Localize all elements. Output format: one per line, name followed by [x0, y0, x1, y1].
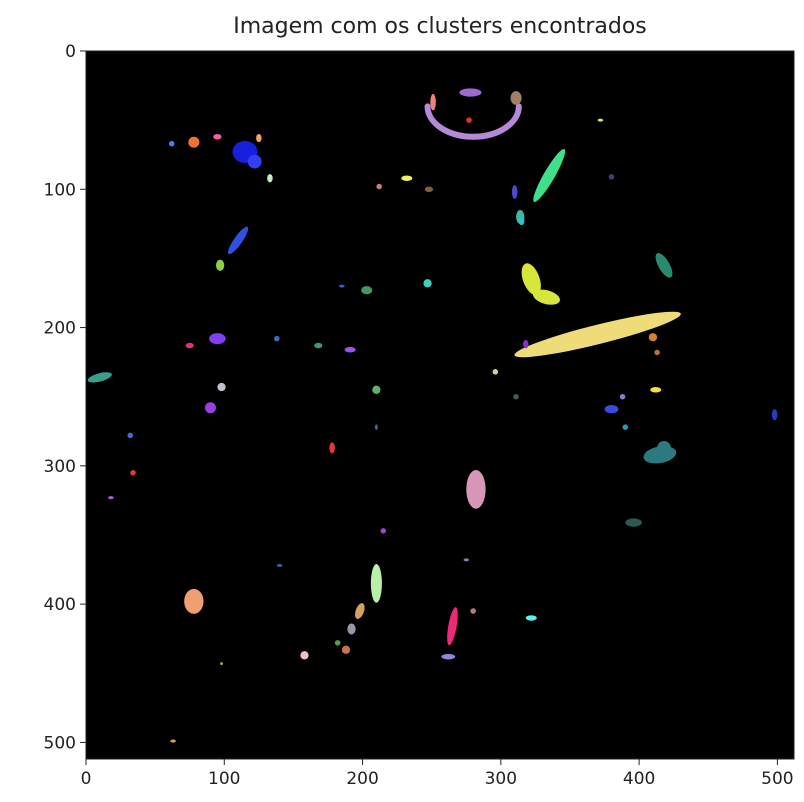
cluster-11 [184, 588, 204, 614]
y-tick-label: 200 [44, 319, 76, 339]
cluster-34 [168, 140, 175, 147]
y-tick-label: 100 [44, 180, 76, 200]
cluster-0 [514, 311, 681, 358]
cluster-37 [215, 259, 225, 271]
cluster-48 [127, 432, 134, 439]
chart-title: Imagem com os clusters encontrados [233, 14, 647, 39]
cluster-54 [376, 183, 382, 190]
cluster-5 [521, 263, 541, 296]
cluster-55 [361, 286, 373, 295]
cluster-2 [459, 88, 482, 97]
cluster-70 [597, 118, 604, 122]
cluster-72 [771, 409, 778, 421]
cluster-42 [204, 402, 216, 414]
image-area [85, 50, 795, 760]
cluster-50 [108, 496, 114, 500]
cluster-43 [274, 335, 280, 342]
cluster-8 [370, 564, 382, 603]
cluster-68 [463, 558, 470, 562]
cluster-12 [354, 603, 365, 619]
cluster-71 [608, 174, 615, 180]
x-tick-label: 500 [761, 769, 793, 789]
cluster-66 [170, 739, 176, 743]
cluster-45 [344, 346, 356, 353]
cluster-60 [510, 91, 522, 105]
x-tick-label: 400 [623, 769, 655, 789]
cluster-59 [518, 216, 525, 226]
cluster-35 [267, 174, 273, 183]
cluster-14 [341, 645, 351, 654]
cluster-49 [130, 469, 136, 476]
cluster-61 [430, 93, 436, 111]
cluster-39 [185, 342, 194, 349]
y-tick-label: 400 [44, 595, 76, 615]
cluster-18 [470, 608, 476, 614]
cluster-27 [619, 393, 626, 400]
y-tick-label: 500 [44, 733, 76, 753]
cluster-64 [492, 369, 499, 375]
x-axis: 0 100 200 300 400 500 [81, 759, 794, 789]
cluster-52 [401, 175, 413, 181]
cluster-9 [447, 607, 458, 646]
cluster-4 [533, 148, 566, 202]
cluster-17 [525, 615, 537, 621]
cluster-32 [213, 133, 222, 140]
cluster-36 [228, 226, 249, 255]
x-tick-label: 300 [485, 769, 517, 789]
cluster-layer [87, 88, 778, 743]
cluster-28 [654, 349, 660, 356]
cluster-13 [347, 623, 356, 635]
cluster-62 [466, 117, 472, 123]
cluster-69 [276, 563, 283, 567]
cluster-10 [441, 653, 456, 660]
cluster-16 [300, 651, 309, 660]
x-tick-label: 200 [346, 769, 378, 789]
cluster-47 [329, 442, 335, 454]
y-tick-label: 300 [44, 457, 76, 477]
cluster-25 [648, 333, 658, 342]
cluster-6 [533, 289, 560, 305]
cluster-40 [87, 372, 112, 383]
x-tick-label: 100 [208, 769, 240, 789]
cluster-65 [513, 393, 519, 400]
cluster-22 [655, 253, 673, 278]
cluster-15 [334, 640, 341, 646]
cluster-58 [511, 185, 518, 199]
cluster-33 [256, 133, 262, 143]
cluster-24 [650, 387, 662, 393]
cluster-1 [424, 103, 522, 140]
y-tick-label: 0 [65, 42, 76, 62]
cluster-53 [424, 186, 434, 193]
cluster-31 [188, 136, 200, 148]
cluster-63 [522, 340, 529, 349]
cluster-44 [314, 342, 323, 349]
cluster-73 [374, 424, 378, 430]
y-axis: 0 100 200 300 400 500 [44, 42, 86, 753]
cluster-41 [217, 382, 226, 392]
cluster-26 [622, 424, 629, 430]
cluster-7 [466, 469, 486, 509]
cluster-57 [423, 279, 432, 288]
cluster-51 [380, 528, 387, 534]
cluster-20 [657, 440, 671, 455]
cluster-21 [625, 518, 642, 527]
cluster-30 [247, 154, 262, 169]
cluster-38 [209, 333, 226, 345]
cluster-23 [604, 405, 619, 414]
x-tick-label: 0 [81, 769, 92, 789]
cluster-46 [372, 385, 381, 394]
cluster-67 [220, 662, 224, 666]
cluster-56 [339, 284, 345, 288]
